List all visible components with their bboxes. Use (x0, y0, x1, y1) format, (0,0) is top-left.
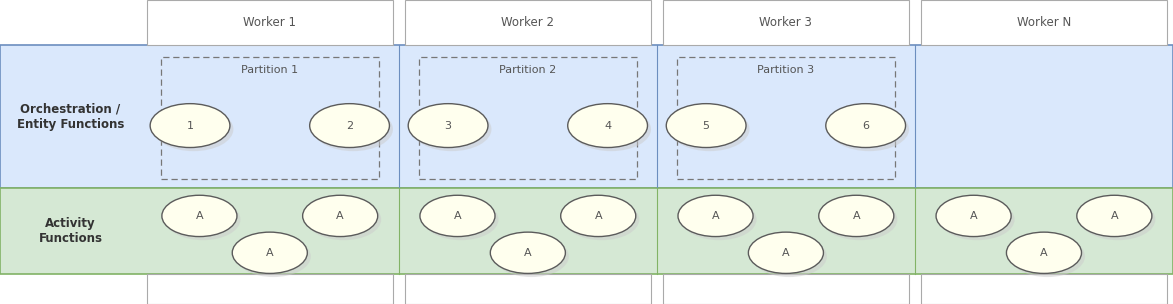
FancyBboxPatch shape (405, 0, 651, 45)
Ellipse shape (564, 199, 639, 240)
Ellipse shape (165, 199, 240, 240)
Ellipse shape (829, 107, 909, 151)
FancyBboxPatch shape (663, 274, 909, 304)
Ellipse shape (561, 195, 636, 237)
Text: 4: 4 (604, 121, 611, 131)
Ellipse shape (1006, 232, 1082, 273)
FancyBboxPatch shape (663, 0, 909, 45)
Text: A: A (970, 211, 977, 221)
Ellipse shape (568, 104, 647, 147)
Ellipse shape (408, 104, 488, 147)
Ellipse shape (490, 232, 565, 273)
Ellipse shape (306, 199, 381, 240)
Text: Partition 2: Partition 2 (500, 65, 556, 75)
Ellipse shape (420, 195, 495, 237)
Text: Partition 3: Partition 3 (758, 65, 814, 75)
FancyBboxPatch shape (0, 188, 1173, 274)
Ellipse shape (1080, 199, 1155, 240)
Text: Activity
Functions: Activity Functions (39, 217, 102, 245)
Text: A: A (1040, 248, 1047, 258)
Ellipse shape (822, 199, 897, 240)
Ellipse shape (936, 195, 1011, 237)
Ellipse shape (313, 107, 393, 151)
Ellipse shape (494, 236, 569, 277)
Ellipse shape (748, 232, 823, 273)
Ellipse shape (236, 236, 311, 277)
Ellipse shape (678, 195, 753, 237)
Text: A: A (524, 248, 531, 258)
Ellipse shape (150, 104, 230, 147)
Ellipse shape (232, 232, 307, 273)
Ellipse shape (154, 107, 233, 151)
Text: A: A (1111, 211, 1118, 221)
Text: 5: 5 (703, 121, 710, 131)
Text: A: A (595, 211, 602, 221)
Ellipse shape (310, 104, 389, 147)
Text: Orchestration /
Entity Functions: Orchestration / Entity Functions (16, 103, 124, 131)
FancyBboxPatch shape (921, 274, 1167, 304)
Ellipse shape (162, 195, 237, 237)
Ellipse shape (826, 104, 906, 147)
Text: 1: 1 (187, 121, 194, 131)
Ellipse shape (670, 107, 750, 151)
Ellipse shape (303, 195, 378, 237)
FancyBboxPatch shape (921, 0, 1167, 45)
Text: A: A (266, 248, 273, 258)
Text: 6: 6 (862, 121, 869, 131)
Ellipse shape (940, 199, 1015, 240)
Text: Worker 3: Worker 3 (759, 16, 813, 29)
Ellipse shape (1077, 195, 1152, 237)
FancyBboxPatch shape (147, 0, 393, 45)
FancyBboxPatch shape (405, 274, 651, 304)
Text: 3: 3 (445, 121, 452, 131)
Ellipse shape (412, 107, 491, 151)
Text: A: A (454, 211, 461, 221)
Ellipse shape (752, 236, 827, 277)
Ellipse shape (666, 104, 746, 147)
Text: A: A (196, 211, 203, 221)
Text: Worker 1: Worker 1 (243, 16, 297, 29)
FancyBboxPatch shape (0, 45, 1173, 188)
Text: Worker N: Worker N (1017, 16, 1071, 29)
Text: A: A (337, 211, 344, 221)
Text: Worker 2: Worker 2 (501, 16, 555, 29)
Ellipse shape (819, 195, 894, 237)
Text: A: A (853, 211, 860, 221)
FancyBboxPatch shape (147, 274, 393, 304)
Ellipse shape (423, 199, 499, 240)
Text: A: A (782, 248, 789, 258)
Ellipse shape (1010, 236, 1085, 277)
Ellipse shape (682, 199, 757, 240)
Text: 2: 2 (346, 121, 353, 131)
Text: A: A (712, 211, 719, 221)
Ellipse shape (571, 107, 651, 151)
Text: Partition 1: Partition 1 (242, 65, 298, 75)
